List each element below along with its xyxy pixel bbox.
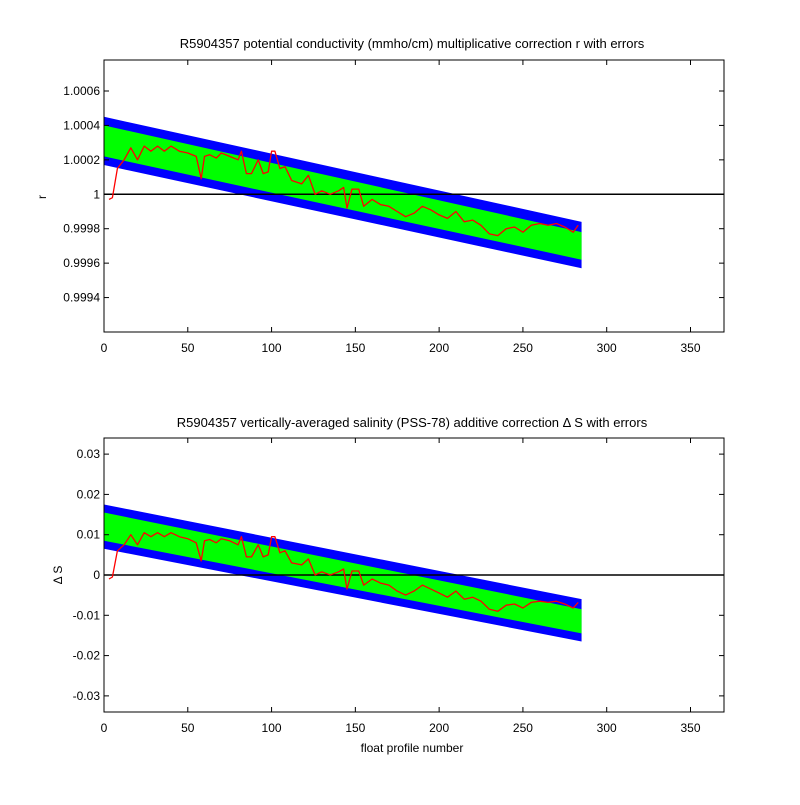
chart-title: R5904357 potential conductivity (mmho/cm… [180, 36, 645, 51]
r-correction-panel: R5904357 potential conductivity (mmho/cm… [35, 36, 725, 355]
y-tick-label: 1.0006 [63, 84, 100, 98]
correction-series-line [108, 532, 579, 612]
x-axis-label: float profile number [361, 741, 464, 755]
y-tick-label: 1.0002 [63, 153, 100, 167]
plot-content [104, 504, 724, 642]
x-tick-label: 300 [597, 721, 617, 735]
axes-frame [103, 59, 725, 333]
x-tick-label: 350 [680, 341, 700, 355]
plot-area: 0 50 100 150 200 250 300 350 0.9994 0.9996 0.9998 1… [63, 59, 725, 355]
inner-error-band [104, 125, 582, 260]
y-axis-label: Δ S [51, 566, 65, 585]
x-tick-label: 0 [101, 721, 108, 735]
y-tick-label: -0.01 [73, 608, 101, 622]
x-tick-label: 100 [262, 721, 282, 735]
y-tick-label: 0.9996 [63, 256, 100, 270]
y-tick-label: 0.9994 [63, 291, 100, 305]
x-tick-label: 50 [181, 341, 195, 355]
y-axis-label: r [35, 195, 49, 199]
x-tick-label: 250 [513, 721, 533, 735]
x-tick-label: 200 [429, 341, 449, 355]
y-tick-label: 0 [93, 568, 100, 582]
plot-area: 0 50 100 150 200 250 300 350 -0.03 -0.02 -0.01 0 0.0… [73, 437, 725, 735]
x-tick-label: 0 [101, 341, 108, 355]
y-tick-label: -0.02 [73, 649, 101, 663]
y-tick-label: -0.03 [73, 689, 101, 703]
x-tick-label: 200 [429, 721, 449, 735]
y-tick-label: 1 [93, 187, 100, 201]
correction-series-line [108, 145, 579, 237]
y-tick-label: 0.9998 [63, 222, 100, 236]
x-tick-label: 250 [513, 341, 533, 355]
x-tick-label: 350 [680, 721, 700, 735]
x-tick-label: 300 [597, 341, 617, 355]
inner-error-band [104, 512, 582, 634]
y-tick-label: 0.02 [77, 487, 101, 501]
y-tick-label: 0.03 [77, 447, 101, 461]
x-tick-label: 100 [262, 341, 282, 355]
chart-title: R5904357 vertically-averaged salinity (P… [177, 415, 648, 430]
x-tick-label: 50 [181, 721, 195, 735]
y-tick-label: 1.0004 [63, 118, 100, 132]
x-tick-label: 150 [345, 341, 365, 355]
plot-content [104, 116, 724, 269]
y-tick-label: 0.01 [77, 528, 101, 542]
salinity-correction-panel: R5904357 vertically-averaged salinity (P… [51, 415, 725, 755]
x-tick-label: 150 [345, 721, 365, 735]
